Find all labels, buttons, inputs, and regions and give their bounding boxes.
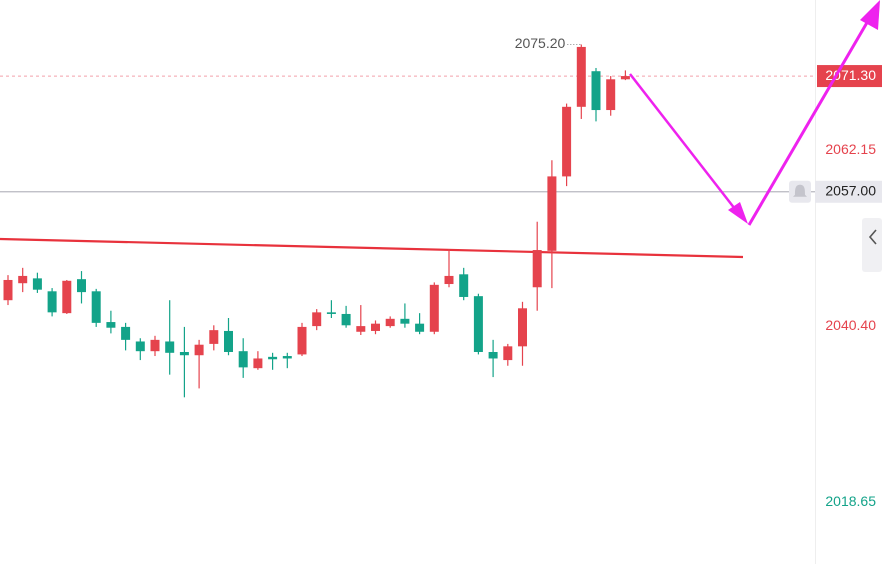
candle-body: [444, 275, 454, 285]
alert-label: 2057.00: [825, 182, 876, 198]
candle-body: [209, 330, 219, 344]
arrow-down-head: [728, 202, 748, 224]
candle-body: [385, 318, 395, 327]
candle-body: [547, 176, 557, 251]
candle-body: [165, 341, 175, 353]
candle-body: [62, 280, 72, 314]
candle-body: [459, 274, 469, 297]
trend-line: [0, 237, 744, 259]
candle-body: [91, 291, 101, 323]
candle-body: [429, 284, 439, 332]
candle-body: [238, 351, 248, 368]
high-annotation: 2075.20: [515, 35, 566, 51]
candle-body: [356, 326, 366, 332]
candle-body: [503, 346, 513, 361]
candle-body: [312, 312, 322, 327]
alert-bell-icon: [793, 184, 807, 197]
candle-body: [268, 356, 278, 360]
candle-body: [121, 326, 131, 340]
candle-body: [18, 275, 28, 284]
candle-body: [371, 323, 380, 331]
candle-body: [326, 312, 336, 314]
candle-body: [620, 76, 630, 80]
candle-body: [473, 296, 483, 352]
candle-body: [532, 250, 542, 288]
candle-body: [224, 330, 233, 352]
candle-body: [77, 279, 86, 293]
candle-body: [606, 79, 616, 111]
arrow-up: [747, 13, 874, 226]
candle-body: [488, 351, 498, 359]
candle-body: [282, 356, 292, 359]
y-tick-label: 2062.15: [825, 141, 876, 157]
candle-body: [253, 358, 263, 369]
candle-body: [518, 308, 527, 347]
candle-body: [150, 339, 160, 352]
candle-body: [562, 106, 572, 177]
candle-body: [32, 278, 42, 290]
candle-body: [591, 71, 601, 111]
candle-body: [179, 351, 189, 356]
alert-label-box: [815, 180, 882, 203]
y-tick-label: 2040.40: [825, 317, 876, 333]
collapse-tab[interactable]: [862, 218, 882, 272]
candle-body: [194, 344, 204, 356]
arrow-down: [629, 73, 743, 219]
candle-body: [400, 318, 410, 324]
collapse-chevron[interactable]: [868, 229, 877, 245]
candle-body: [415, 323, 425, 332]
candle-body: [576, 46, 586, 107]
candle-body: [106, 322, 116, 328]
y-tick-label: 2018.65: [825, 493, 876, 509]
candle-body: [47, 291, 57, 313]
candle-body: [297, 326, 307, 355]
candle-body: [3, 279, 13, 301]
candle-body: [135, 341, 145, 352]
candle-body: [341, 313, 351, 326]
arrow-up-head: [860, 0, 880, 30]
